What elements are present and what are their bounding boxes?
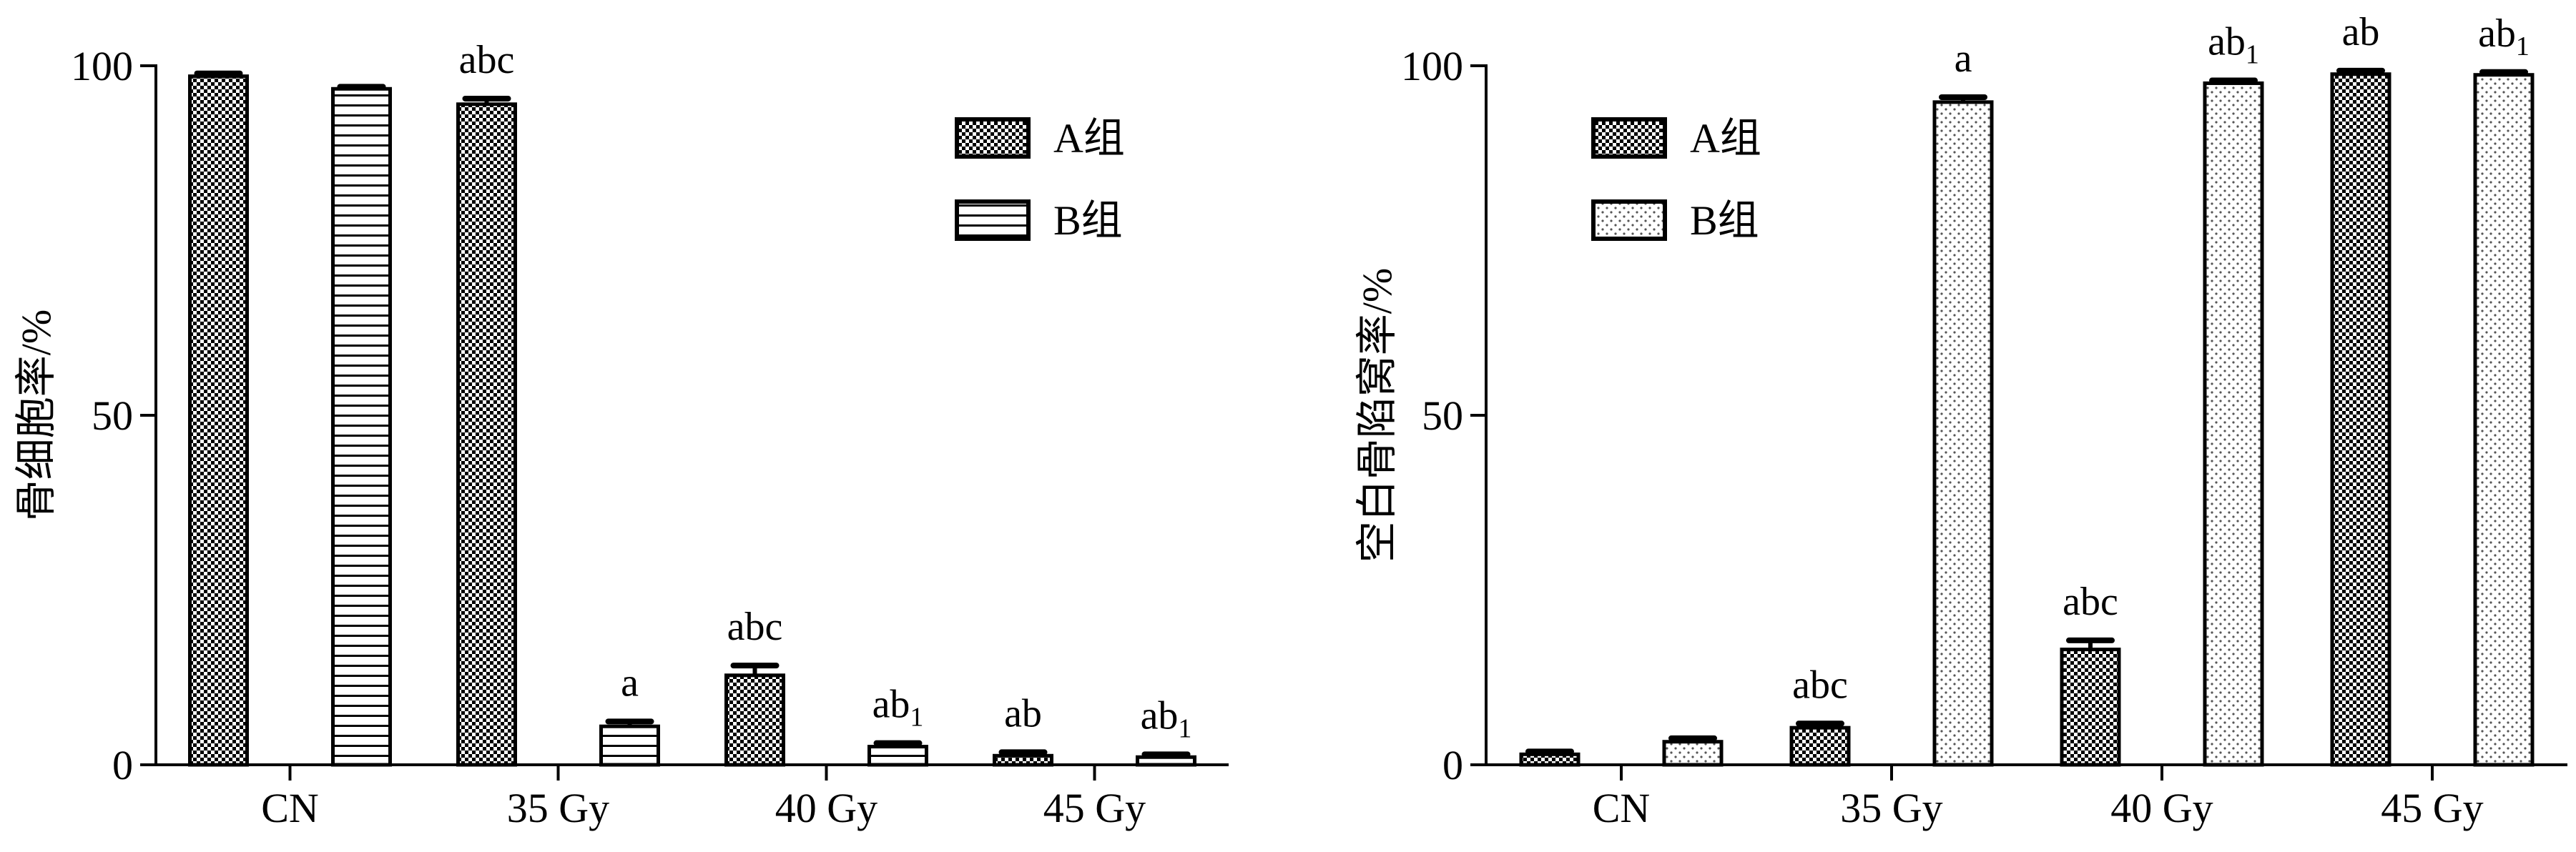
legend-label: B组: [1053, 197, 1123, 244]
significance-letters: a: [621, 660, 639, 705]
bar: [599, 724, 660, 767]
x-category-label: 40 Gy: [2110, 785, 2213, 831]
legend-item: B组: [955, 197, 1123, 244]
legend-swatch: [955, 199, 1031, 241]
y-tick-label: 50: [92, 392, 133, 439]
x-category-label: 45 Gy: [1043, 785, 1146, 831]
significance-letters: abc: [727, 605, 783, 649]
bar: [993, 753, 1053, 767]
significance-label: abc: [2063, 580, 2118, 624]
x-category-label: 40 Gy: [775, 785, 877, 831]
significance-label: ab1: [2208, 20, 2259, 70]
significance-label: a: [621, 660, 639, 705]
x-category-label: 35 Gy: [1840, 785, 1942, 831]
significance-letters: abc: [459, 38, 515, 82]
significance-letters: ab: [1004, 691, 1042, 735]
legend-item: B组: [1591, 197, 1759, 244]
y-axis-title: 空白骨陷窝率/%: [1354, 268, 1400, 563]
bar: [724, 673, 785, 767]
significance-letters: ab: [2342, 10, 2380, 54]
legend-swatch: [955, 117, 1031, 159]
significance-letters: ab: [1141, 693, 1179, 738]
significance-label: abc: [1792, 663, 1848, 707]
y-tick-label: 100: [71, 43, 133, 89]
bar: [188, 74, 249, 767]
significance-label: ab: [1004, 691, 1042, 735]
bar: [2330, 72, 2391, 767]
significance-label: a: [1955, 36, 1972, 81]
bar: [1662, 740, 1724, 767]
bar: [331, 86, 392, 767]
y-axis-title: 骨细胞率/%: [13, 309, 59, 521]
legend-swatch: [1591, 117, 1667, 159]
x-category-label: CN: [261, 785, 319, 831]
legend-label: B组: [1690, 197, 1759, 244]
significance-letters: ab: [2478, 11, 2516, 56]
significance-letters: ab: [2208, 20, 2246, 64]
bar: [2473, 73, 2535, 767]
bar: [1789, 725, 1851, 767]
significance-label: ab1: [1141, 693, 1192, 743]
significance-subscript: 1: [910, 703, 923, 733]
bar: [2203, 81, 2264, 767]
significance-letters: a: [1955, 36, 1972, 81]
significance-label: abc: [459, 38, 515, 82]
x-category-label: 35 Gy: [507, 785, 609, 831]
bar: [1136, 755, 1196, 767]
legend-item: A组: [1591, 115, 1761, 162]
legend-label: A组: [1053, 115, 1125, 162]
significance-label: ab: [2342, 10, 2380, 54]
y-tick-label: 0: [112, 742, 133, 788]
bar: [456, 102, 517, 767]
y-tick-label: 100: [1401, 43, 1463, 89]
significance-letters: ab: [872, 683, 910, 727]
bar: [2060, 648, 2121, 767]
legend-item: A组: [955, 115, 1125, 162]
bar: [867, 745, 928, 767]
significance-letters: abc: [2063, 580, 2118, 624]
significance-label: ab1: [2478, 11, 2530, 61]
significance-subscript: 1: [1178, 713, 1191, 743]
significance-label: abc: [727, 605, 783, 649]
y-tick-label: 0: [1442, 742, 1463, 788]
y-tick-label: 50: [1422, 392, 1463, 439]
legend-label: A组: [1690, 115, 1761, 162]
significance-subscript: 1: [2246, 40, 2259, 70]
significance-letters: abc: [1792, 663, 1848, 707]
bar: [1519, 752, 1580, 767]
x-category-label: CN: [1593, 785, 1651, 831]
significance-subscript: 1: [2516, 31, 2530, 61]
x-category-label: 45 Gy: [2381, 785, 2483, 831]
significance-label: ab1: [872, 683, 924, 733]
legend-swatch: [1591, 199, 1667, 241]
bar: [1932, 100, 1994, 767]
